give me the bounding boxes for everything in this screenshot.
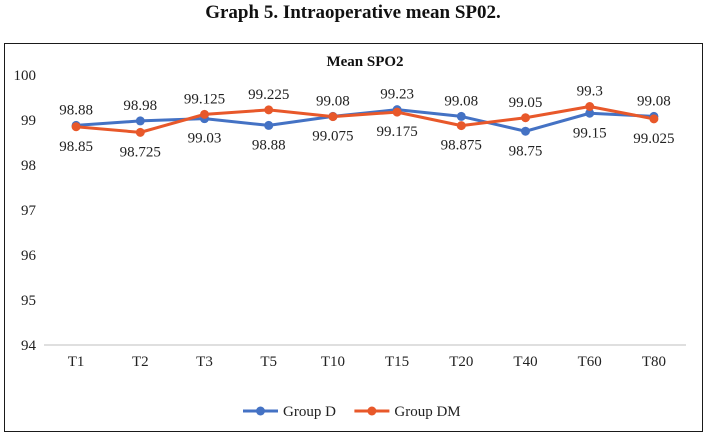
legend: Group D Group DM — [243, 404, 461, 420]
data-label: 98.75 — [509, 143, 543, 159]
data-label: 99.175 — [376, 124, 417, 140]
x-tick-label: T40 — [513, 354, 537, 370]
data-label: 98.85 — [59, 139, 93, 155]
data-point — [264, 105, 274, 115]
chart-title: Mean SPO2 — [326, 54, 403, 70]
figure-caption: Graph 5. Intraoperative mean SP02. — [205, 2, 501, 23]
data-label: 99.08 — [316, 93, 350, 109]
x-tick-label: T5 — [260, 354, 277, 370]
data-point — [585, 102, 595, 111]
data-point — [585, 108, 595, 118]
data-point — [71, 122, 81, 132]
data-label: 98.875 — [441, 138, 482, 154]
data-point — [328, 112, 338, 122]
y-tick-label: 94 — [21, 338, 37, 354]
x-tick-label: T3 — [196, 354, 213, 370]
x-tick-label: T1 — [68, 354, 85, 370]
data-point — [135, 116, 145, 126]
data-point — [264, 120, 274, 130]
data-label: 99.075 — [312, 129, 353, 145]
data-point — [135, 127, 145, 137]
series-lines — [75, 105, 655, 134]
y-axis: 94 95 96 97 98 99 100 — [14, 68, 37, 354]
x-tick-label: T10 — [321, 354, 345, 370]
legend-swatch-marker — [367, 406, 377, 416]
data-label: 99.225 — [248, 87, 289, 103]
data-label: 98.725 — [120, 144, 161, 160]
data-label: 98.88 — [59, 102, 93, 118]
data-labels: 98.88 98.85 98.98 98.725 99.03 99.125 98.88 99.… — [59, 84, 674, 161]
x-tick-label: T60 — [578, 354, 602, 370]
x-tick-label: T20 — [449, 354, 473, 370]
legend-swatch-marker — [256, 406, 265, 416]
data-label: 99.08 — [637, 93, 671, 109]
legend-entry-label: Group D — [283, 404, 336, 420]
data-point — [456, 111, 466, 121]
y-tick-label: 99 — [21, 113, 36, 129]
x-tick-label: T80 — [642, 354, 666, 370]
data-label: 99.03 — [188, 131, 222, 147]
data-label: 99.125 — [184, 91, 225, 107]
series-markers — [71, 102, 659, 137]
data-point — [456, 121, 466, 131]
data-point — [649, 114, 659, 124]
y-tick-label: 98 — [21, 158, 36, 174]
data-label: 99.15 — [573, 125, 607, 141]
y-tick-label: 95 — [21, 293, 36, 309]
data-label: 98.98 — [123, 98, 157, 114]
x-axis: T1 T2 T3 T5 T10 T15 T20 T40 T60 T80 — [68, 354, 666, 370]
data-label: 99.05 — [509, 95, 543, 111]
y-tick-label: 97 — [21, 203, 37, 219]
legend-entry-label: Group DM — [394, 404, 460, 420]
data-point — [521, 126, 530, 136]
data-label: 99.3 — [577, 84, 603, 100]
y-tick-label: 100 — [14, 68, 37, 84]
data-point — [521, 113, 530, 123]
data-point — [200, 109, 209, 119]
data-label: 98.88 — [252, 137, 286, 153]
data-label: 99.23 — [380, 87, 414, 103]
data-label: 99.08 — [444, 93, 478, 109]
x-tick-label: T2 — [132, 354, 149, 370]
chart-frame — [4, 43, 703, 432]
data-label: 99.025 — [633, 131, 674, 147]
x-tick-label: T15 — [385, 354, 409, 370]
y-tick-label: 96 — [21, 248, 37, 264]
series-line-1 — [75, 105, 655, 134]
data-point — [392, 107, 402, 117]
